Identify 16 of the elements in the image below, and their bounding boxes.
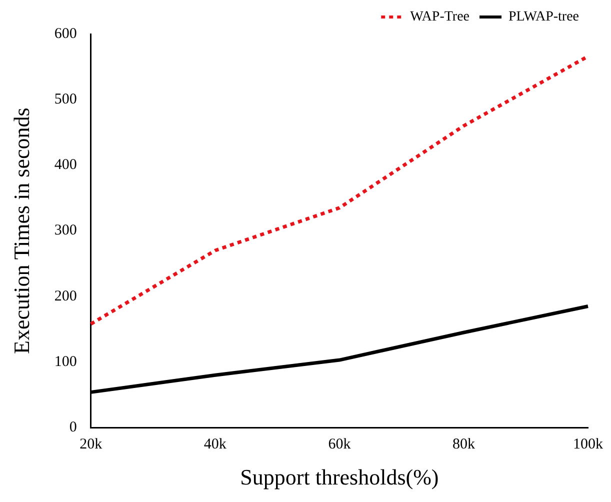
y-tick-label: 400 [54,157,77,174]
x-tick-label: 100k [573,436,604,453]
x-tick-label: 60k [328,436,352,453]
y-tick-label: 600 [54,26,77,42]
x-tick-label: 40k [204,436,227,453]
y-tick-label: 100 [54,354,77,370]
y-tick-label: 500 [54,92,77,108]
y-axis-title: Execution Times in seconds [8,108,34,354]
y-tick-label: 300 [54,222,77,239]
y-tick-label: 0 [69,420,77,436]
legend-label: WAP-Tree [410,10,470,25]
x-axis-title: Support thresholds(%) [240,464,439,490]
x-tick-label: 20k [80,436,103,453]
y-tick-label: 200 [54,288,77,304]
legend-label: PLWAP-tree [508,10,579,25]
x-tick-label: 80k [452,436,476,453]
